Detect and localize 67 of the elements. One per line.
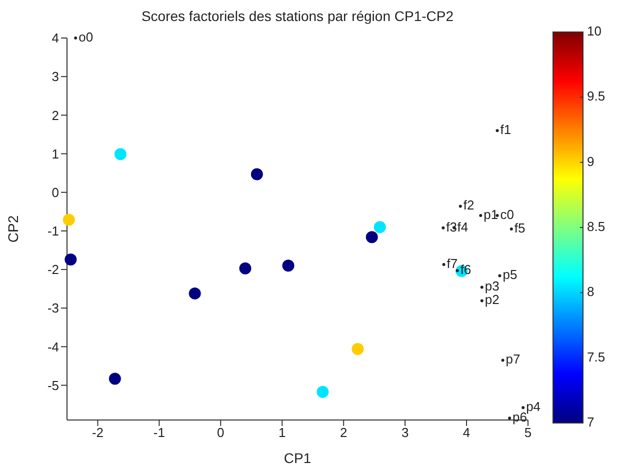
- color-bar-label: 8: [587, 284, 594, 300]
- point: [108, 372, 121, 385]
- point: [366, 231, 378, 244]
- y-tick-label: -4: [47, 339, 59, 354]
- x-tick-label: -1: [153, 425, 165, 440]
- color-bar-label: 9.5: [587, 88, 606, 104]
- point: [442, 263, 446, 266]
- data-label: f4: [457, 219, 468, 234]
- y-tick-label: -3: [47, 300, 59, 316]
- point: [479, 214, 482, 217]
- y-tick-label: 1: [52, 146, 59, 162]
- point: [508, 416, 512, 420]
- y-tick-label: 4: [52, 30, 59, 46]
- data-label: p3: [484, 278, 500, 294]
- data-label: f2: [463, 198, 474, 213]
- color-bar-label: 7.5: [587, 349, 606, 364]
- point: [114, 148, 126, 160]
- x-tick-label: -2: [92, 425, 104, 440]
- data-label: p7: [506, 352, 520, 367]
- point: [250, 168, 263, 180]
- data-label: f7: [446, 256, 458, 271]
- point: [74, 36, 78, 40]
- y-tick-label: 3: [52, 69, 59, 84]
- point: [456, 269, 459, 272]
- point: [282, 260, 294, 272]
- x-axis-title: CP1: [284, 450, 312, 466]
- data-label: p4: [526, 399, 541, 414]
- x-tick-label: 3: [401, 425, 409, 440]
- data-label: f5: [514, 220, 526, 236]
- x-tick-label: 4: [462, 425, 470, 440]
- point: [510, 228, 513, 230]
- data-label: c0: [500, 206, 514, 222]
- point: [458, 204, 462, 208]
- x-tick-label: 2: [340, 425, 348, 440]
- x-tick-label: 5: [524, 425, 532, 440]
- data-label: p1: [484, 206, 498, 222]
- point: [316, 386, 329, 398]
- point: [498, 274, 502, 278]
- y-tick-label: -5: [47, 378, 59, 393]
- point: [64, 253, 77, 266]
- x-tick-label: 0: [217, 425, 224, 440]
- point: [442, 226, 445, 230]
- point: [501, 358, 504, 362]
- data-label: f1: [500, 122, 512, 138]
- y-tick-label: 0: [52, 184, 59, 200]
- point: [480, 299, 484, 302]
- point: [352, 343, 364, 355]
- point: [496, 129, 499, 132]
- data-label: o0: [78, 29, 94, 44]
- color-bar-label: 9: [587, 154, 594, 169]
- color-bar-label: 10: [587, 23, 602, 38]
- data-label: p5: [502, 267, 518, 282]
- color-bar-label: 8.5: [587, 218, 606, 234]
- point: [522, 406, 525, 410]
- point: [188, 287, 201, 300]
- data-label: p2: [484, 292, 500, 308]
- color-bar-label: 7: [587, 414, 594, 430]
- point: [239, 262, 252, 274]
- y-tick-label: -1: [47, 224, 59, 239]
- x-tick-label: 1: [278, 425, 286, 440]
- y-tick-label: -2: [47, 262, 59, 278]
- chart-title: Scores factoriels des stations par région CP1-CP2: [140, 8, 455, 24]
- point: [62, 214, 75, 226]
- y-tick-label: 2: [52, 108, 59, 123]
- point: [374, 221, 386, 234]
- point: [480, 286, 484, 289]
- y-axis-title: CP2: [4, 215, 21, 243]
